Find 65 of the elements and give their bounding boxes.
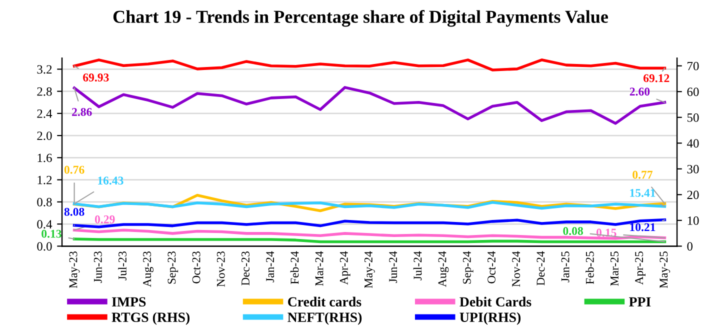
x-tick-label: Jun-23 xyxy=(94,251,102,283)
x-tick-label: May-23 xyxy=(69,251,80,288)
data-label: 16.43 xyxy=(98,176,124,185)
x-tick-label: Sep-24 xyxy=(462,251,474,284)
x-tick-label: Sep-23 xyxy=(168,251,178,284)
y2-tick-label: 70 xyxy=(688,62,699,70)
y2-tick-label: 30 xyxy=(687,164,699,174)
legend-label: RTGS (RHS) xyxy=(112,312,190,325)
data-label: 69.12 xyxy=(644,74,670,82)
y2-tick-label: 40 xyxy=(686,139,699,148)
x-tick-label: Jul-24 xyxy=(413,251,422,280)
data-label: 15.41 xyxy=(630,189,656,197)
data-label: 8.08 xyxy=(64,208,84,216)
x-tick-label: Dec-24 xyxy=(536,251,545,286)
y-tick-label: 2.4 xyxy=(37,109,52,118)
data-label: 10.21 xyxy=(630,223,656,232)
x-tick-label: Apr-25 xyxy=(635,251,646,285)
x-tick-label: Oct-23 xyxy=(192,251,200,284)
x-tick-label: Aug-24 xyxy=(438,251,449,287)
x-tick-label: Jan-24 xyxy=(266,251,274,282)
y-tick-label: 2.8 xyxy=(37,87,52,96)
data-label: 0.13 xyxy=(42,230,62,238)
x-tick-label: May-24 xyxy=(364,251,375,288)
legend-label: Debit Cards xyxy=(460,296,532,307)
legend-label: IMPS xyxy=(112,297,146,307)
x-tick-label: Mar-24 xyxy=(315,251,324,286)
x-tick-label: Feb-24 xyxy=(290,251,299,284)
y2-tick-label: 10 xyxy=(688,216,699,225)
chart-title: Chart 19 - Trends in Percentage share of Digital Payments Value xyxy=(113,10,608,27)
x-tick-label: Aug-23 xyxy=(143,251,154,287)
legend-label: UPI(RHS) xyxy=(460,312,521,325)
data-label: 0.77 xyxy=(632,170,653,179)
x-tick-label: Jul-23 xyxy=(118,251,126,280)
data-label: 0.76 xyxy=(64,166,84,174)
x-tick-label: Nov-23 xyxy=(216,251,225,287)
x-tick-label: Nov-24 xyxy=(512,251,520,287)
data-label: 0.29 xyxy=(94,215,115,224)
x-tick-label: May-25 xyxy=(660,251,670,288)
x-tick-label: Mar-25 xyxy=(610,251,618,286)
x-tick-label: Dec-23 xyxy=(242,251,250,286)
line-series xyxy=(72,58,666,72)
line-series xyxy=(72,86,666,125)
legend-label: NEFT(RHS) xyxy=(288,312,362,325)
data-label: 0.08 xyxy=(563,227,583,236)
y-tick-label: 3.2 xyxy=(37,65,52,74)
y-tick-label: 0.8 xyxy=(37,198,52,206)
legend-label: PPI xyxy=(629,297,651,306)
y-tick-label: 1.2 xyxy=(38,176,52,184)
x-tick-label: Jan-25 xyxy=(561,251,570,282)
y-tick-label: 0.4 xyxy=(37,220,52,229)
data-label: 69.93 xyxy=(83,74,109,82)
y2-tick-label: 0 xyxy=(687,242,693,251)
y2-tick-label: 50 xyxy=(687,113,699,122)
y-tick-label: 1.6 xyxy=(38,154,52,162)
y-tick-label: 0.0 xyxy=(37,242,52,251)
x-tick-label: Feb-25 xyxy=(586,251,594,284)
x-tick-label: Apr-24 xyxy=(340,251,350,285)
y2-tick-label: 20 xyxy=(687,190,699,200)
y-tick-label: 2.0 xyxy=(37,132,52,140)
y2-tick-label: 60 xyxy=(687,88,699,96)
legend-label: Credit cards xyxy=(288,296,362,307)
x-tick-label: Oct-24 xyxy=(488,251,496,284)
data-label: 2.86 xyxy=(72,108,92,116)
x-tick-label: Jun-24 xyxy=(389,251,398,283)
data-label: 2.60 xyxy=(630,88,650,96)
